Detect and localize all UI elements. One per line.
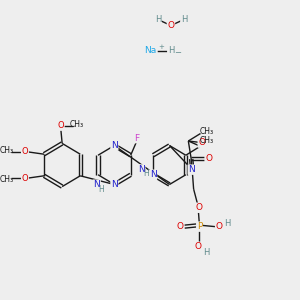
Text: O: O	[216, 222, 223, 231]
Text: CH₃: CH₃	[200, 128, 214, 136]
Text: P: P	[197, 222, 202, 231]
Text: O: O	[198, 138, 205, 147]
Text: O: O	[22, 147, 28, 156]
Text: O: O	[22, 174, 28, 183]
Text: Na: Na	[145, 46, 157, 56]
Text: N: N	[111, 141, 118, 150]
Text: O: O	[196, 203, 203, 212]
Text: N: N	[188, 165, 195, 174]
Text: N: N	[111, 180, 118, 189]
Text: H: H	[143, 169, 148, 178]
Text: +: +	[158, 44, 164, 50]
Text: CH₃: CH₃	[70, 120, 84, 129]
Text: H: H	[224, 219, 230, 228]
Text: CH₃: CH₃	[200, 136, 214, 146]
Text: O: O	[57, 121, 64, 130]
Text: N: N	[138, 165, 145, 174]
Text: O: O	[194, 242, 202, 251]
Text: H: H	[98, 184, 104, 194]
Text: N: N	[93, 180, 100, 189]
Text: N: N	[150, 170, 157, 179]
Text: O: O	[177, 222, 184, 231]
Text: O: O	[167, 21, 174, 30]
Text: O: O	[205, 154, 212, 164]
Text: H: H	[181, 15, 187, 24]
Text: CH₃: CH₃	[0, 175, 14, 184]
Text: H: H	[168, 46, 174, 56]
Text: H: H	[203, 248, 210, 256]
Text: F: F	[134, 134, 139, 142]
Text: CH₃: CH₃	[0, 146, 14, 155]
Text: H: H	[155, 15, 161, 24]
Text: −: −	[174, 48, 181, 57]
